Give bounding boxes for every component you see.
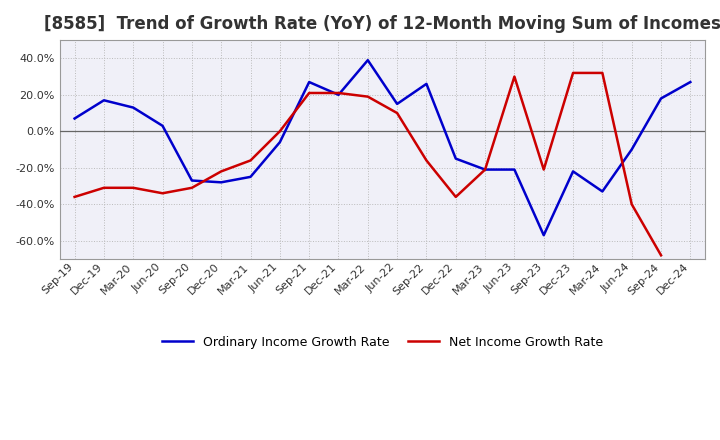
Ordinary Income Growth Rate xyxy=(305,79,313,84)
Net Income Growth Rate xyxy=(305,90,313,95)
Net Income Growth Rate xyxy=(539,167,548,172)
Net Income Growth Rate xyxy=(276,128,284,134)
Net Income Growth Rate xyxy=(99,185,108,191)
Legend: Ordinary Income Growth Rate, Net Income Growth Rate: Ordinary Income Growth Rate, Net Income … xyxy=(156,331,608,354)
Net Income Growth Rate xyxy=(422,158,431,163)
Net Income Growth Rate xyxy=(569,70,577,76)
Net Income Growth Rate xyxy=(393,110,402,116)
Net Income Growth Rate xyxy=(71,194,79,200)
Ordinary Income Growth Rate xyxy=(393,101,402,106)
Ordinary Income Growth Rate xyxy=(71,116,79,121)
Net Income Growth Rate xyxy=(364,94,372,99)
Ordinary Income Growth Rate xyxy=(657,96,665,101)
Ordinary Income Growth Rate xyxy=(539,233,548,238)
Ordinary Income Growth Rate xyxy=(451,156,460,161)
Ordinary Income Growth Rate xyxy=(569,169,577,174)
Ordinary Income Growth Rate xyxy=(129,105,138,110)
Ordinary Income Growth Rate xyxy=(217,180,225,185)
Ordinary Income Growth Rate xyxy=(481,167,490,172)
Net Income Growth Rate xyxy=(657,253,665,258)
Ordinary Income Growth Rate xyxy=(627,147,636,152)
Ordinary Income Growth Rate xyxy=(598,189,607,194)
Net Income Growth Rate xyxy=(334,90,343,95)
Net Income Growth Rate xyxy=(627,202,636,207)
Ordinary Income Growth Rate xyxy=(99,98,108,103)
Ordinary Income Growth Rate xyxy=(334,92,343,97)
Ordinary Income Growth Rate xyxy=(276,139,284,145)
Ordinary Income Growth Rate xyxy=(510,167,518,172)
Net Income Growth Rate xyxy=(451,194,460,200)
Net Income Growth Rate xyxy=(217,169,225,174)
Net Income Growth Rate xyxy=(158,191,167,196)
Ordinary Income Growth Rate xyxy=(364,58,372,63)
Title: [8585]  Trend of Growth Rate (YoY) of 12-Month Moving Sum of Incomes: [8585] Trend of Growth Rate (YoY) of 12-… xyxy=(44,15,720,33)
Net Income Growth Rate xyxy=(246,158,255,163)
Line: Net Income Growth Rate: Net Income Growth Rate xyxy=(75,73,661,255)
Net Income Growth Rate xyxy=(510,74,518,79)
Ordinary Income Growth Rate xyxy=(686,79,695,84)
Ordinary Income Growth Rate xyxy=(422,81,431,87)
Ordinary Income Growth Rate xyxy=(158,123,167,128)
Net Income Growth Rate xyxy=(481,167,490,172)
Ordinary Income Growth Rate xyxy=(187,178,196,183)
Net Income Growth Rate xyxy=(129,185,138,191)
Ordinary Income Growth Rate xyxy=(246,174,255,180)
Line: Ordinary Income Growth Rate: Ordinary Income Growth Rate xyxy=(75,60,690,235)
Net Income Growth Rate xyxy=(598,70,607,76)
Net Income Growth Rate xyxy=(187,185,196,191)
